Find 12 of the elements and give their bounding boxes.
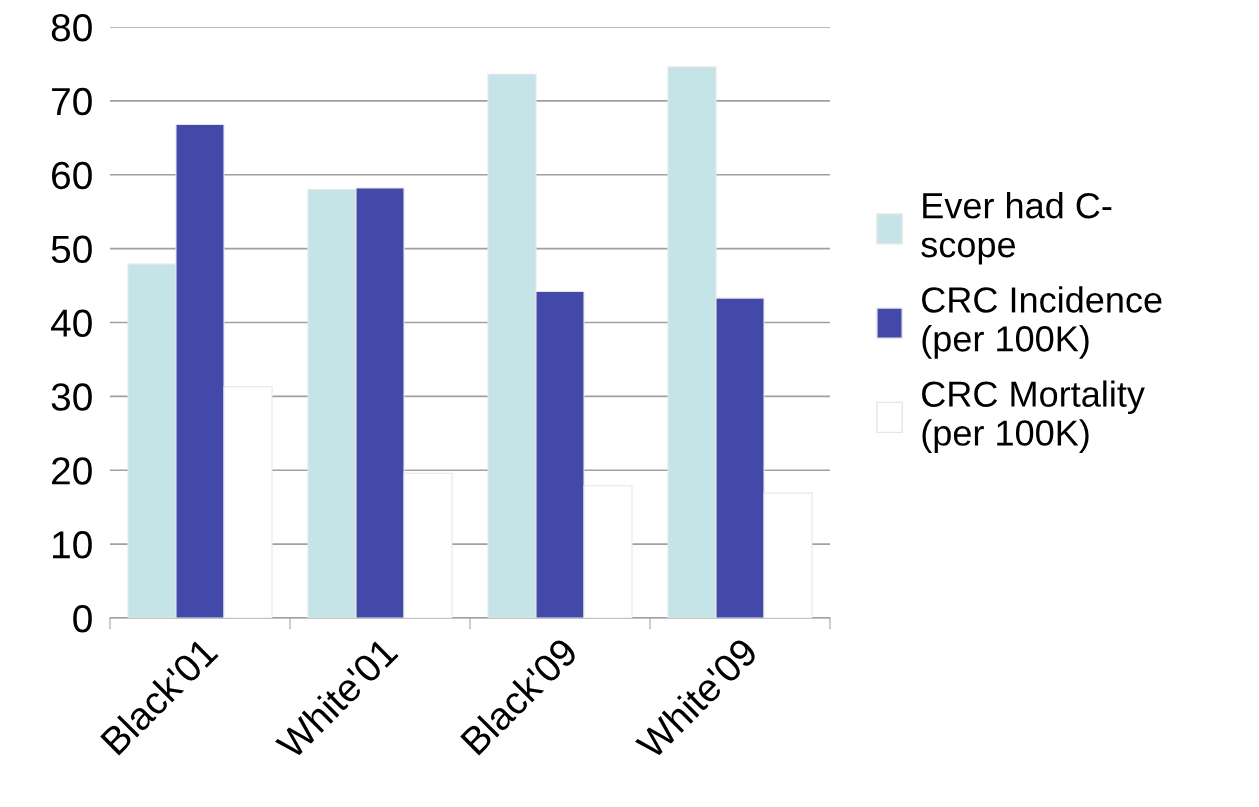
y-tick-label: 80	[51, 13, 92, 42]
y-tick-label: 30	[51, 383, 92, 411]
legend-label: CRC Mortality (per 100K)	[922, 380, 1145, 453]
y-tick-label: 20	[52, 457, 92, 485]
y-tick-label: 40	[50, 309, 92, 337]
y-tick-label: 70	[52, 87, 92, 116]
y-tick-label: 50	[51, 235, 92, 264]
y-tick-label: 0	[73, 604, 92, 633]
legend-label: CRC Incidence (per 100K)	[922, 286, 1162, 359]
legend-label: Ever had C- scope	[921, 192, 1112, 265]
y-tick-label: 60	[52, 161, 92, 190]
y-tick-label: 10	[53, 531, 92, 559]
